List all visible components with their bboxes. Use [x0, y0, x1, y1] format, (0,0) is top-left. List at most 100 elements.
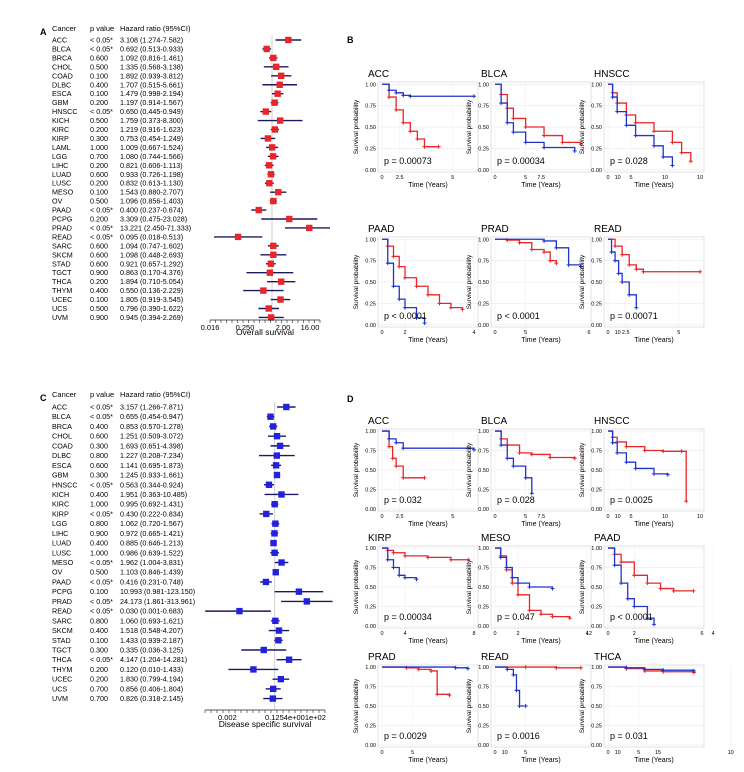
row-cancer: ACC	[52, 403, 67, 412]
km-title: PAAD	[594, 533, 621, 544]
row-p-value: 0.900	[90, 313, 108, 322]
hazard-ratio-marker	[277, 675, 285, 683]
row-p-value: < 0.05*	[90, 577, 113, 586]
hazard-ratio-marker	[269, 695, 277, 702]
row-cancer: LUAD	[52, 170, 71, 179]
x-axis-title: Time (Years)	[408, 757, 448, 764]
x-tick-label: 10	[662, 514, 668, 520]
row-hazard-ratio: 0.821 (0.606-1.113)	[120, 161, 183, 170]
p-value-label: p = 0.0025	[610, 495, 653, 505]
y-tick-label: 1.00	[591, 82, 602, 88]
y-axis-title: Survival probability	[353, 99, 360, 154]
x-tick-label: 15	[655, 750, 661, 756]
x-axis-title: Time (Years)	[408, 521, 448, 528]
p-value-label: p = 0.032	[384, 495, 422, 505]
hazard-ratio-marker	[276, 442, 284, 450]
row-p-value: 0.700	[90, 694, 108, 703]
row-cancer: SKCM	[52, 250, 73, 259]
hazard-ratio-marker	[270, 242, 277, 250]
y-tick-label: 0.75	[478, 566, 489, 572]
y-tick-label: 0.00	[365, 624, 376, 630]
row-hazard-ratio: 0.416 (0.231-0.748)	[120, 577, 183, 586]
km-curve-low	[382, 547, 418, 580]
row-cancer: BLCA	[52, 44, 71, 53]
x-tick-label: 0	[380, 175, 383, 181]
row-hazard-ratio: 0.753 (0.454-1.249)	[120, 134, 183, 143]
row-cancer: TGCT	[52, 646, 72, 655]
row-hazard-ratio: 1.009 (0.667-1.524)	[120, 143, 183, 152]
panel-label: D	[347, 394, 354, 404]
y-tick-label: 1.00	[478, 237, 489, 243]
y-tick-label: 0.75	[478, 259, 489, 265]
y-tick-label: 0.00	[591, 507, 602, 513]
y-tick-label: 1.00	[365, 429, 376, 435]
row-p-value: 0.600	[90, 259, 108, 268]
header-hazard-ratio: Hazard ratio (95%CI)	[120, 24, 191, 33]
row-p-value: 0.400	[90, 626, 108, 635]
row-p-value: < 0.05*	[90, 509, 113, 518]
x-tick-label: 5	[451, 514, 454, 520]
row-cancer: GBM	[52, 98, 68, 107]
y-tick-label: 1.00	[591, 546, 602, 552]
row-hazard-ratio: 0.885 (0.646-1.213)	[120, 539, 183, 548]
hazard-ratio-marker	[269, 423, 277, 430]
hazard-ratio-marker	[270, 251, 277, 258]
y-tick-label: 0.25	[478, 301, 489, 307]
y-axis-title: Survival probability	[466, 254, 473, 309]
row-hazard-ratio: 0.832 (0.613-1.130)	[120, 179, 183, 188]
y-tick-label: 0.25	[478, 487, 489, 493]
row-cancer: LUAD	[52, 539, 71, 548]
hazard-ratio-marker	[250, 666, 257, 673]
x-tick-label: 2.5	[396, 175, 404, 181]
x-axis-title: Time (Years)	[408, 337, 448, 344]
panel-label: B	[347, 35, 354, 45]
y-tick-label: 0.00	[591, 624, 602, 630]
y-tick-label: 0.50	[591, 280, 602, 286]
p-value-label: p = 0.00071	[610, 311, 658, 321]
y-axis-title: Survival probability	[579, 678, 586, 733]
header-cancer: Cancer	[52, 390, 77, 399]
row-cancer: PCPG	[52, 587, 73, 596]
km-title: ACC	[368, 416, 389, 427]
x-tick-label: 8	[472, 631, 475, 637]
x-tick-label: 0	[493, 175, 496, 181]
row-hazard-ratio: 0.692 (0.513-0.933)	[120, 44, 183, 53]
y-tick-label: 1.00	[365, 82, 376, 88]
y-tick-label: 1.00	[365, 546, 376, 552]
hazard-ratio-marker	[276, 81, 283, 88]
x-tick-label: 6	[587, 330, 590, 336]
row-p-value: < 0.05*	[90, 558, 113, 567]
row-cancer: HNSCC	[52, 107, 78, 116]
y-tick-label: 0.75	[591, 449, 602, 455]
row-hazard-ratio: 24.173 (1.861-313.961)	[120, 597, 195, 606]
x-tick-label: 16.00	[301, 323, 320, 332]
hazard-ratio-marker	[306, 224, 313, 232]
row-hazard-ratio: 1.759 (0.373-8.300)	[120, 116, 183, 125]
x-tick-label: 2	[633, 631, 636, 637]
row-hazard-ratio: 0.430 (0.222-0.834)	[120, 509, 183, 518]
row-hazard-ratio: 1.197 (0.914-1.567)	[120, 98, 183, 107]
hazard-ratio-marker	[273, 432, 281, 440]
row-cancer: READ	[52, 607, 72, 616]
row-cancer: LIHC	[52, 161, 68, 170]
y-axis-title: Survival probability	[579, 99, 586, 154]
hazard-ratio-marker	[271, 126, 279, 133]
row-hazard-ratio: 1.518 (0.548-4.207)	[120, 626, 183, 635]
row-p-value: 0.300	[90, 471, 108, 480]
y-tick-label: 0.75	[478, 104, 489, 110]
hazard-ratio-marker	[283, 403, 290, 411]
x-tick-label: 0	[380, 514, 383, 520]
row-cancer: KICH	[52, 490, 69, 499]
x-axis-title: Time (Years)	[634, 521, 674, 528]
km-title: PAAD	[368, 224, 395, 235]
row-hazard-ratio: 1.433 (0.939-2.187)	[120, 636, 183, 645]
hazard-ratio-marker	[262, 578, 270, 586]
row-hazard-ratio: 1.096 (0.856-1.403)	[120, 197, 183, 206]
y-tick-label: 0.00	[591, 743, 602, 749]
x-tick-label: 10	[615, 514, 621, 520]
x-tick-label: 0.1254e+001e+02	[265, 713, 326, 722]
header-hazard-ratio: Hazard ratio (95%CI)	[120, 390, 191, 399]
row-p-value: 0.300	[90, 134, 108, 143]
row-p-value: 0.300	[90, 441, 108, 450]
